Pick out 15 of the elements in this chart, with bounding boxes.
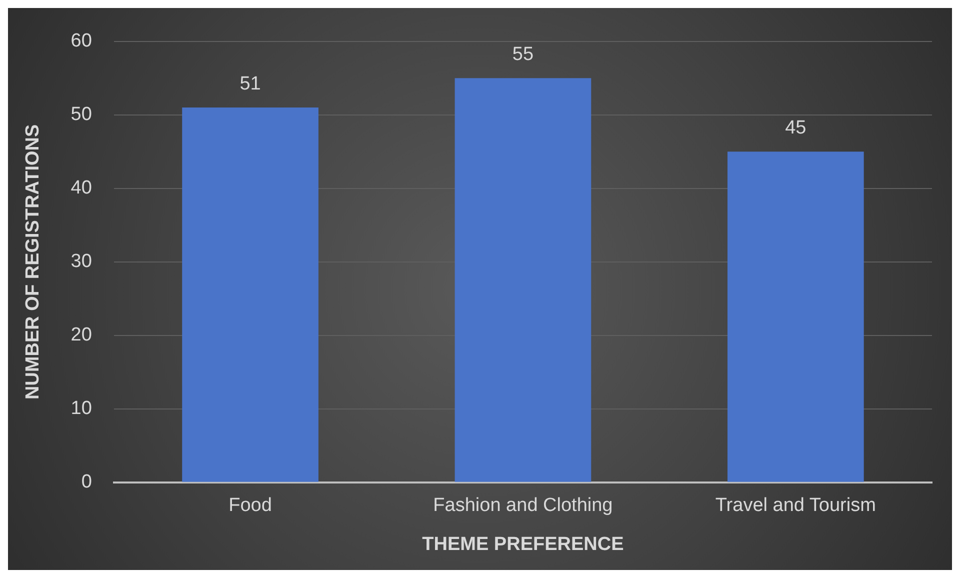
x-axis-title: THEME PREFERENCE: [422, 534, 624, 555]
data-label: 55: [512, 44, 534, 65]
x-tick-label: Fashion and Clothing: [433, 495, 613, 516]
x-tick-label: Food: [228, 495, 272, 516]
data-label: 51: [240, 73, 261, 94]
data-label: 45: [785, 117, 806, 138]
y-tick-label: 20: [70, 324, 92, 346]
y-tick-label: 30: [70, 251, 92, 272]
y-tick-label: 50: [70, 104, 92, 126]
y-tick-label: 40: [70, 178, 92, 199]
y-axis-title: NUMBER OF REGISTRATIONS: [22, 124, 44, 400]
y-tick-label: 0: [81, 472, 92, 493]
y-tick-label: 60: [70, 30, 92, 52]
x-tick-label: Travel and Tourism: [715, 495, 876, 516]
y-tick-label: 10: [70, 398, 92, 420]
